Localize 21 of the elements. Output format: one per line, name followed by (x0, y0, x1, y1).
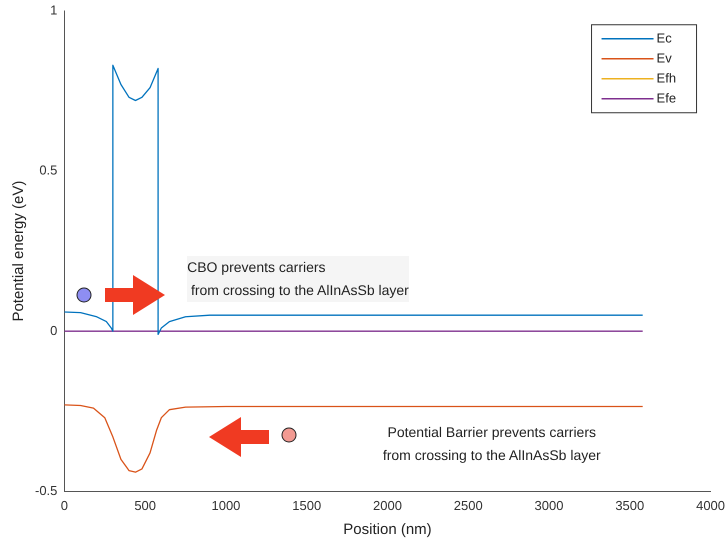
x-tick-label: 3500 (615, 498, 644, 513)
annotation: Potential Barrier prevents carriers from crossing to the AlInAsSb layer (382, 423, 601, 466)
y-tick-label: -0.5 (34, 482, 58, 498)
x-tick-label: 1500 (292, 498, 322, 513)
x-tick-label: 0 (60, 498, 68, 513)
legend-label: Efh (656, 70, 676, 86)
x-tick-label: 500 (134, 498, 156, 513)
x-axis-title: Position (nm) (343, 521, 432, 538)
legend-label: Ev (656, 50, 672, 66)
x-tick-label: 4000 (696, 498, 725, 513)
y-tick-label: 0 (50, 322, 58, 338)
x-tick-label: 2500 (454, 498, 483, 513)
y-axis-title: Potential energy (eV) (10, 180, 28, 322)
x-tick-label: 3000 (534, 498, 564, 513)
legend-label: Efe (656, 90, 676, 106)
y-tick-label: 1 (50, 2, 58, 18)
x-tick-label: 2000 (373, 498, 402, 513)
y-tick-label: 0.5 (39, 162, 58, 178)
annotation: CBO prevents carriers from crossing to the AlInAsSb layer (187, 256, 409, 302)
x-tick-label: 1000 (211, 498, 240, 513)
legend-label: Ec (656, 30, 672, 46)
